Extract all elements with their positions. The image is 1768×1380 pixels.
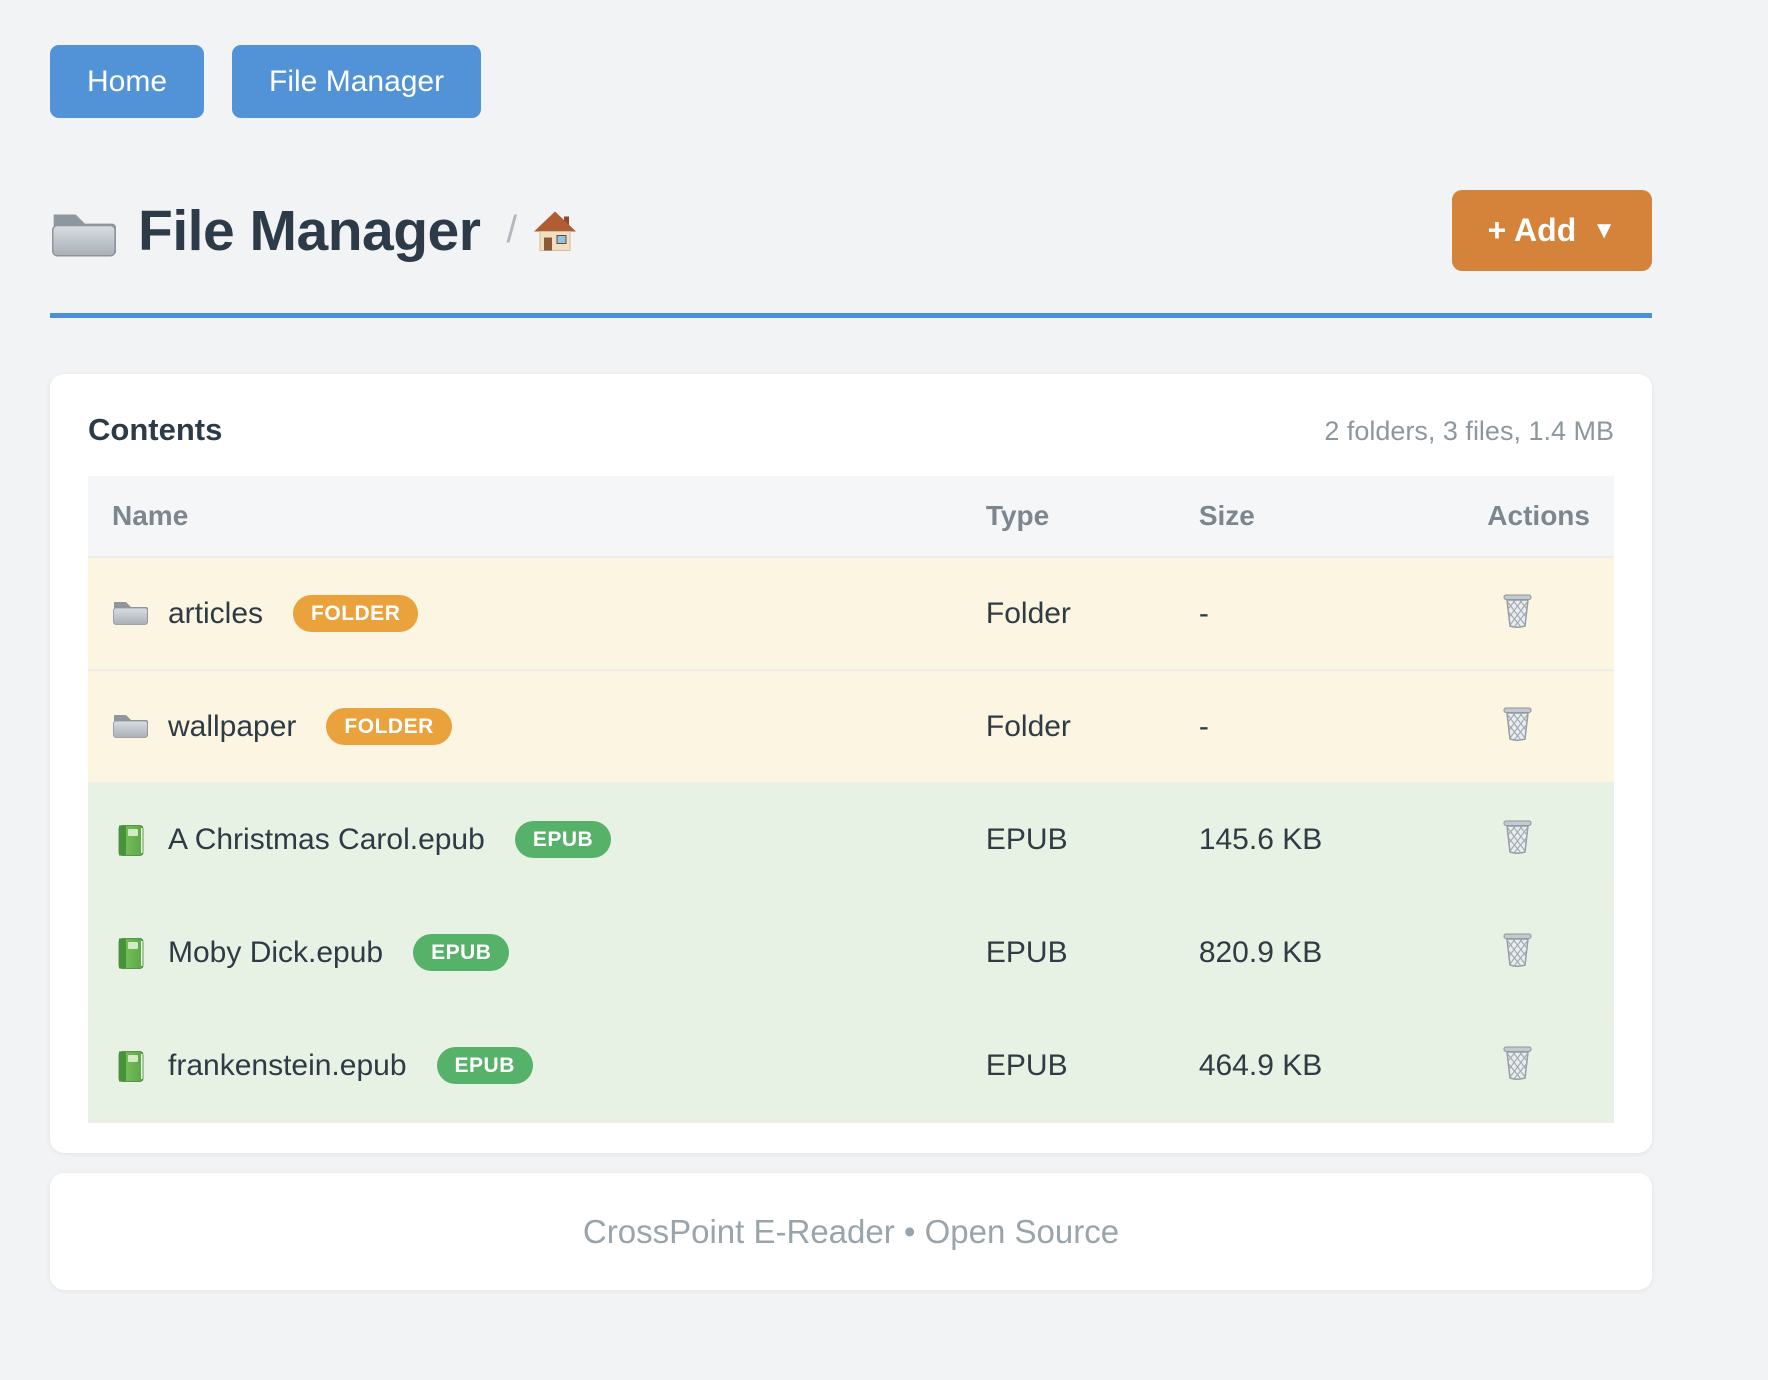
page: Home File Manager File Manager / + Add ▼… [50, 45, 1652, 1290]
type-badge: FOLDER [293, 595, 419, 632]
size-cell: 464.9 KB [1174, 1009, 1464, 1123]
file-manager-button[interactable]: File Manager [232, 45, 482, 118]
home-button[interactable]: Home [50, 45, 205, 118]
type-badge: EPUB [514, 821, 612, 858]
trash-icon [1501, 817, 1534, 855]
type-cell: Folder [961, 670, 1175, 784]
file-name[interactable]: frankenstein.epub [168, 1048, 407, 1082]
files-table: Name Type Size Actions articles FOLDER F… [88, 476, 1614, 1123]
contents-title: Contents [88, 412, 223, 447]
file-name[interactable]: articles [168, 596, 264, 630]
type-cell: Folder [961, 557, 1175, 671]
delete-button[interactable] [1501, 930, 1534, 968]
size-cell: - [1174, 670, 1464, 784]
table-row[interactable]: Moby Dick.epub EPUB EPUB 820.9 KB [88, 896, 1614, 1010]
contents-card-header: Contents 2 folders, 3 files, 1.4 MB [88, 412, 1614, 448]
breadcrumb-separator: / [506, 209, 517, 251]
table-row[interactable]: A Christmas Carol.epub EPUB EPUB 145.6 K… [88, 783, 1614, 897]
column-header-size: Size [1174, 476, 1464, 558]
column-header-name: Name [88, 476, 962, 558]
add-button[interactable]: + Add ▼ [1451, 190, 1652, 271]
type-badge: EPUB [413, 934, 510, 971]
type-badge: EPUB [436, 1047, 533, 1084]
chevron-down-icon: ▼ [1592, 216, 1616, 244]
folder-icon [113, 601, 148, 625]
page-header: File Manager / + Add ▼ [50, 190, 1652, 271]
file-name[interactable]: Moby Dick.epub [168, 935, 384, 969]
folder-icon [52, 213, 116, 256]
table-row[interactable]: articles FOLDER Folder - [88, 557, 1614, 671]
green-book-icon [118, 1050, 144, 1082]
type-cell: EPUB [961, 896, 1175, 1010]
page-title: File Manager [138, 198, 481, 263]
type-badge: FOLDER [326, 708, 452, 745]
folder-icon [113, 714, 148, 738]
delete-button[interactable] [1501, 591, 1534, 629]
footer-text: CrossPoint E-Reader • Open Source [582, 1212, 1120, 1250]
file-name[interactable]: A Christmas Carol.epub [168, 822, 485, 856]
trash-icon [1501, 591, 1534, 629]
column-header-type: Type [961, 476, 1175, 558]
size-cell: - [1174, 557, 1464, 671]
house-icon[interactable] [533, 210, 577, 252]
table-header-row: Name Type Size Actions [88, 476, 1614, 558]
trash-icon [1501, 930, 1534, 968]
table-row[interactable]: frankenstein.epub EPUB EPUB 464.9 KB [88, 1009, 1614, 1123]
footer: CrossPoint E-Reader • Open Source [50, 1173, 1652, 1290]
delete-button[interactable] [1501, 1043, 1534, 1081]
green-book-icon [118, 824, 144, 856]
size-cell: 820.9 KB [1174, 896, 1464, 1010]
breadcrumb: / [506, 209, 577, 252]
title-group: File Manager / [50, 198, 577, 264]
top-nav: Home File Manager [50, 45, 1652, 118]
contents-table-body: articles FOLDER Folder - wallpaper FOLDE… [88, 557, 1614, 1123]
type-cell: EPUB [961, 783, 1175, 897]
contents-card: Contents 2 folders, 3 files, 1.4 MB Name… [50, 374, 1652, 1153]
contents-summary: 2 folders, 3 files, 1.4 MB [1324, 416, 1614, 446]
trash-icon [1501, 704, 1534, 742]
green-book-icon [118, 937, 144, 969]
delete-button[interactable] [1501, 817, 1534, 855]
table-row[interactable]: wallpaper FOLDER Folder - [88, 670, 1614, 784]
add-button-label: + Add [1487, 212, 1577, 248]
file-name[interactable]: wallpaper [168, 709, 297, 743]
type-cell: EPUB [961, 1009, 1175, 1123]
title-underline [50, 313, 1652, 318]
delete-button[interactable] [1501, 704, 1534, 742]
size-cell: 145.6 KB [1174, 783, 1464, 897]
column-header-actions: Actions [1463, 476, 1614, 558]
trash-icon [1501, 1043, 1534, 1081]
